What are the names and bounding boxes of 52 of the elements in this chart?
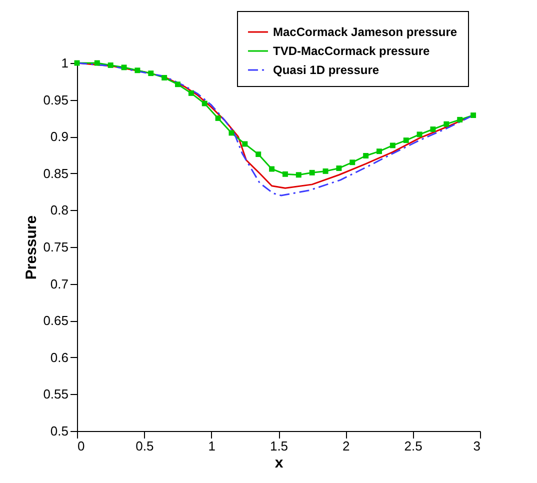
x-axis-title: x: [274, 454, 284, 472]
legend-label: MacCormack Jameson pressure: [273, 25, 458, 39]
point: [134, 68, 140, 74]
point: [403, 138, 409, 144]
point: [188, 90, 194, 96]
point: [108, 62, 114, 68]
x-tick-label: 2.5: [404, 438, 422, 454]
point: [350, 160, 356, 166]
x-tick-label: 1.5: [270, 438, 288, 454]
y-tick-label: 1: [61, 56, 68, 70]
y-tick-label: 0.9: [50, 129, 68, 144]
y-axis-title: Pressure: [23, 215, 40, 280]
point: [202, 100, 208, 106]
point: [242, 141, 248, 147]
legend-label: TVD-MacCormack pressure: [273, 44, 430, 58]
point: [309, 170, 315, 176]
point: [322, 168, 328, 174]
y-tick-label: 0.55: [43, 386, 68, 402]
x-tick-label: 0: [78, 438, 85, 454]
point: [282, 171, 288, 177]
point: [215, 115, 221, 121]
point: [416, 132, 422, 138]
x-tick-label: 3: [473, 438, 480, 454]
y-tick-label: 0.7: [50, 276, 68, 292]
legend-label: Quasi 1D pressure: [273, 63, 380, 77]
point: [256, 152, 262, 157]
point: [363, 152, 369, 158]
point: [162, 74, 168, 80]
point: [444, 121, 450, 127]
x-tick-label: 2: [342, 438, 350, 454]
point: [175, 82, 180, 88]
point: [336, 166, 342, 171]
point: [121, 64, 127, 70]
point: [228, 130, 234, 136]
point: [376, 148, 382, 154]
y-tick-label: 0.6: [50, 350, 68, 365]
x-tick-label: 1: [208, 438, 216, 454]
y-tick-label: 0.85: [43, 166, 68, 181]
point: [94, 60, 100, 66]
point: [148, 70, 154, 76]
point: [390, 142, 396, 148]
point: [296, 172, 302, 178]
point: [269, 166, 275, 172]
x-tick-label: 0.5: [136, 438, 154, 454]
y-tick-label: 0.8: [50, 202, 68, 218]
y-tick-label: 0.75: [43, 240, 68, 254]
point: [430, 126, 436, 132]
y-tick-label: 0.95: [43, 92, 68, 108]
point: [457, 116, 463, 122]
y-tick-label: 0.5: [50, 424, 68, 438]
y-tick-label: 0.65: [43, 313, 68, 328]
point: [470, 112, 476, 118]
